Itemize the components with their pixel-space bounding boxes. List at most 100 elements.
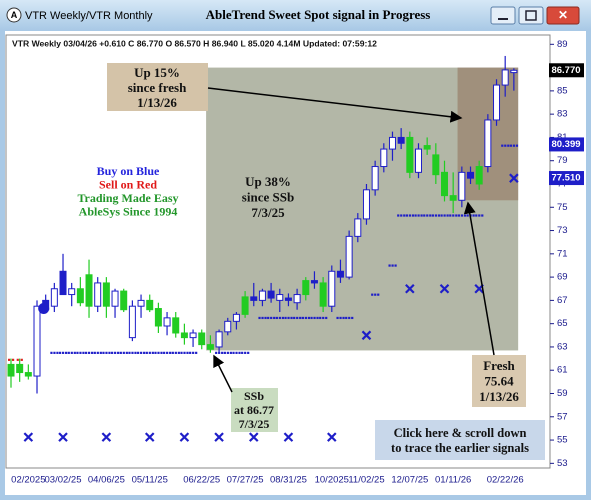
stop-dot — [284, 316, 287, 320]
stop-dot — [443, 214, 446, 217]
stop-dot — [108, 351, 111, 354]
annotation-text: Up 38% — [245, 174, 291, 189]
candle-body — [111, 290, 119, 307]
candle-body — [180, 332, 188, 339]
y-tick-label: 65 — [557, 318, 568, 329]
stop-dot — [394, 264, 397, 267]
stop-dot — [166, 351, 169, 354]
stop-dot — [102, 351, 105, 354]
stop-dot — [431, 214, 435, 217]
stop-dot — [128, 351, 131, 354]
app-icon — [6, 7, 22, 23]
minimize-button[interactable] — [490, 6, 516, 25]
stop-dot — [244, 351, 247, 354]
stop-dot — [466, 214, 469, 217]
stop-dot — [417, 214, 420, 217]
annotation-text: 7/3/25 — [251, 205, 285, 220]
stop-dot — [160, 351, 163, 354]
maximize-icon — [525, 10, 537, 21]
stop-dot — [403, 214, 406, 217]
stop-dot — [143, 351, 146, 354]
candle-body — [189, 332, 197, 339]
annotation-text: Click here & scroll down — [394, 426, 527, 440]
stop-dot — [322, 316, 325, 320]
stop-dot — [174, 351, 177, 354]
stop-dot — [316, 316, 319, 320]
candle-body — [432, 154, 440, 176]
stop-dot — [241, 351, 244, 354]
stop-dot — [313, 316, 316, 320]
stop-dot — [145, 351, 148, 354]
stop-dot — [281, 316, 284, 320]
candle-body — [267, 290, 275, 299]
stop-dot — [85, 351, 88, 354]
stop-dot — [163, 351, 166, 354]
candle-body — [345, 235, 353, 278]
signal-marker — [248, 432, 259, 442]
candle-body — [16, 363, 24, 374]
candle-body — [7, 363, 15, 377]
candle-body — [336, 270, 344, 278]
stop-dot — [405, 214, 409, 217]
stop-dot — [73, 351, 76, 354]
x-tick-label: 02/22/26 — [487, 475, 524, 486]
x-tick-label: 10/2025 — [315, 475, 349, 486]
stop-dot — [76, 351, 79, 354]
y-tick-label: 75 — [557, 202, 568, 213]
candle-body — [50, 288, 58, 307]
candle-body — [284, 297, 292, 301]
stop-dot — [434, 214, 438, 217]
y-tick-label: 73 — [557, 225, 568, 236]
stop-dot — [299, 316, 302, 320]
candle-body — [137, 299, 145, 307]
x-tick-label: 03/02/25 — [45, 475, 82, 486]
quote-header: VTR Weekly 03/04/26 +0.610 C 86.770 O 86… — [12, 38, 377, 48]
maximize-button[interactable] — [518, 6, 544, 25]
annotation-text: 1/13/26 — [137, 95, 177, 110]
candle-body — [441, 171, 448, 197]
annotation-text: since fresh — [128, 80, 187, 95]
candle-body — [362, 189, 370, 220]
stop-dot — [154, 351, 157, 354]
annotation-text: Up 15% — [134, 65, 180, 80]
chart-title: AbleTrend Sweet Spot signal in Progress — [206, 7, 431, 22]
scroll-hint-button[interactable] — [375, 420, 545, 460]
stop-dot — [93, 351, 96, 354]
arrow — [213, 354, 233, 393]
stop-dot — [275, 316, 278, 320]
price-label-box — [549, 171, 584, 186]
stop-dot — [229, 351, 232, 354]
close-button[interactable] — [546, 6, 580, 25]
stop-dot — [137, 351, 140, 354]
signal-marker — [101, 432, 112, 442]
stop-dot — [388, 264, 391, 267]
stop-dot — [221, 351, 224, 354]
stop-dot — [79, 351, 82, 354]
candle-body — [85, 274, 93, 307]
app-icon-letter: A — [11, 10, 18, 20]
y-tick-label: 57 — [557, 411, 568, 422]
stop-dot — [96, 351, 99, 354]
stop-dot — [192, 351, 195, 354]
stop-dot — [371, 293, 374, 296]
y-tick-label: 53 — [557, 458, 568, 469]
stop-dot — [391, 264, 394, 267]
annotation-text: since SSb — [242, 189, 294, 204]
signal-marker — [58, 432, 68, 442]
candle-body — [354, 218, 362, 237]
stop-dot — [345, 316, 348, 320]
sell-stop-dot — [8, 358, 11, 361]
stop-dot — [481, 214, 484, 217]
candle-body — [475, 166, 483, 185]
annotation-text: SSb — [244, 389, 264, 403]
candle-body — [449, 195, 457, 201]
stop-dot — [177, 351, 180, 354]
stop-dot — [235, 351, 238, 354]
stop-dot — [475, 214, 478, 217]
candle-body — [224, 320, 232, 333]
stop-dot — [293, 316, 296, 320]
candle-body — [172, 317, 180, 334]
candle-body — [501, 69, 509, 86]
annotation-text: 7/3/25 — [239, 417, 270, 431]
stop-dot — [169, 351, 172, 354]
